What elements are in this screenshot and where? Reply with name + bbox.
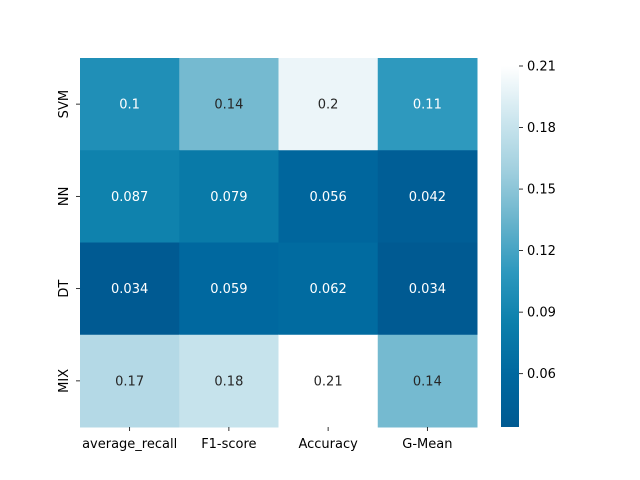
x-tick-label: F1-score — [201, 437, 256, 452]
y-tick-label: MIX — [57, 369, 72, 393]
heatmap-cell-svm-f1-score — [179, 58, 279, 151]
cell-annotation: 0.034 — [111, 282, 148, 297]
x-tick-label: average_recall — [82, 437, 177, 452]
heatmap-cell-nn-g-mean — [377, 150, 478, 243]
cell-annotations: 0.1 0.14 0.2 0.11 0.087 0.079 0.056 0.042 0.034 0… — [111, 98, 446, 390]
x-tick-label: Accuracy — [298, 437, 358, 452]
heatmap-cell-nn-f1-score — [179, 150, 279, 243]
y-axis-tick-labels: SVM NN DT MIX — [57, 90, 80, 393]
colorbar-tick-label: 0.18 — [527, 121, 556, 136]
cell-annotation: 0.11 — [413, 98, 442, 113]
colorbar-tick-labels: 0.06 0.09 0.12 0.15 0.18 0.21 — [519, 60, 556, 382]
x-tick-label: G-Mean — [402, 437, 452, 452]
y-tick-label: SVM — [57, 90, 72, 118]
y-tick-label: DT — [57, 280, 72, 298]
cell-annotation: 0.1 — [119, 98, 140, 113]
cell-annotation: 0.14 — [413, 374, 442, 389]
cell-annotation: 0.059 — [210, 282, 247, 297]
cell-annotation: 0.034 — [409, 282, 446, 297]
cell-annotation: 0.062 — [310, 282, 347, 297]
colorbar-tick-label: 0.09 — [527, 306, 556, 321]
cell-annotation: 0.056 — [310, 190, 347, 205]
heatmap-cell-nn-average_recall — [80, 150, 180, 243]
heatmap-cell-mix-average_recall — [80, 334, 180, 428]
y-tick-label: NN — [57, 187, 72, 206]
heatmap-cell-svm-g-mean — [377, 58, 478, 151]
colorbar-tick-label: 0.12 — [527, 244, 556, 259]
colorbar-tick-label: 0.21 — [527, 60, 556, 75]
x-axis-tick-labels: average_recall F1-score Accuracy G-Mean — [82, 427, 452, 452]
heatmap-cell-nn-accuracy — [278, 150, 379, 243]
colorbar — [501, 66, 519, 427]
colorbar-tick-label: 0.06 — [527, 367, 556, 382]
cell-annotation: 0.18 — [214, 374, 243, 389]
cell-annotation: 0.14 — [214, 98, 243, 113]
heatmap-cell-dt-accuracy — [278, 242, 379, 336]
heatmap-cells — [80, 58, 478, 428]
cell-annotation: 0.2 — [318, 98, 339, 113]
cell-annotation: 0.042 — [409, 190, 446, 205]
heatmap-cell-dt-average_recall — [80, 242, 180, 336]
cell-annotation: 0.079 — [210, 190, 247, 205]
cell-annotation: 0.17 — [115, 374, 144, 389]
heatmap-cell-dt-f1-score — [179, 242, 279, 336]
heatmap-cell-dt-g-mean — [377, 242, 478, 336]
heatmap-cell-svm-average_recall — [80, 58, 180, 151]
heatmap-cell-mix-f1-score — [179, 334, 279, 428]
colorbar-tick-label: 0.15 — [527, 183, 556, 198]
cell-annotation: 0.21 — [314, 374, 343, 389]
heatmap-cell-svm-accuracy — [278, 58, 379, 151]
cell-annotation: 0.087 — [111, 190, 148, 205]
heatmap-cell-mix-g-mean — [377, 334, 478, 428]
heatmap-cell-mix-accuracy — [278, 334, 379, 428]
